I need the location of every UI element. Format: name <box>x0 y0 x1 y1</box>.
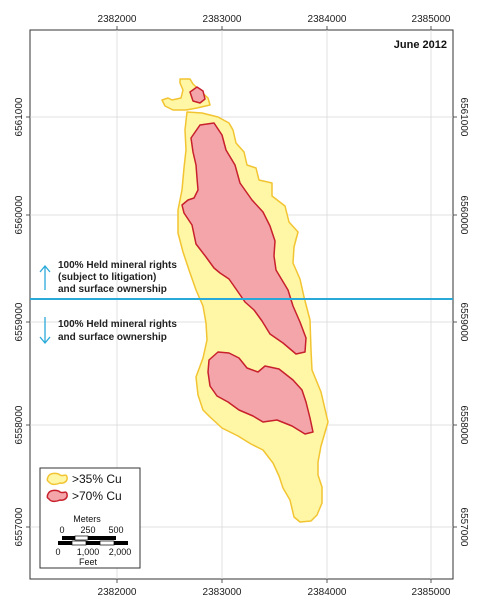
y-tick-label: 6559000 <box>14 302 25 341</box>
scale-meters-title: Meters <box>73 514 101 524</box>
zone-70-cu-south-body <box>207 351 314 435</box>
x-tick-label: 2385000 <box>412 587 451 598</box>
x-tick-labels-top: 2382000 2383000 2384000 2385000 <box>98 14 451 25</box>
y-tick-label: 6560000 <box>14 195 25 234</box>
legend-swatch-70-cu <box>46 489 68 503</box>
y-tick-label: 6558000 <box>458 406 469 445</box>
y-tick-label: 6558000 <box>14 405 25 444</box>
scale-feet-1000: 1,000 <box>77 547 100 557</box>
x-tick-label: 2383000 <box>203 14 242 25</box>
legend: >35% Cu >70% Cu Meters 0 250 500 0 1,000… <box>39 467 141 569</box>
scale-bar-segment <box>99 540 115 546</box>
x-tick-label: 2382000 <box>98 587 137 598</box>
scale-meters-250: 250 <box>80 525 95 535</box>
scale-meters-0: 0 <box>59 525 64 535</box>
scale-bar-segment <box>86 541 100 545</box>
x-tick-label: 2384000 <box>308 587 347 598</box>
x-tick-label: 2384000 <box>308 14 347 25</box>
x-tick-label: 2383000 <box>203 587 242 598</box>
x-tick-label: 2385000 <box>412 14 451 25</box>
arrow-down-icon <box>39 317 51 345</box>
y-tick-label: 6560000 <box>458 196 469 235</box>
scale-feet-0: 0 <box>55 547 60 557</box>
south-note-line-1: 100% Held mineral rights <box>58 319 177 330</box>
y-tick-label: 6557000 <box>458 508 469 547</box>
y-tick-label: 6561000 <box>458 98 469 137</box>
tick-marks <box>26 26 457 583</box>
x-tick-labels-bottom: 2382000 2383000 2384000 2385000 <box>98 587 451 598</box>
date-label: June 2012 <box>394 39 447 51</box>
scale-feet-title: Feet <box>79 557 98 567</box>
legend-label-35-cu: >35% Cu <box>72 472 122 486</box>
scale-bar-segment <box>74 535 89 541</box>
north-ownership-note: 100% Held mineral rights (subject to lit… <box>58 260 177 295</box>
scale-bar <box>58 535 128 546</box>
scale-bar-segment <box>114 541 128 545</box>
zone-70-cu-north-pod <box>189 86 206 104</box>
y-tick-label: 6559000 <box>458 303 469 342</box>
legend-label-70-cu: >70% Cu <box>72 489 122 503</box>
north-note-line-3: and surface ownership <box>58 284 167 295</box>
south-ownership-note: 100% Held mineral rights and surface own… <box>58 319 177 343</box>
scale-bar-segment <box>88 536 116 540</box>
y-tick-labels-right: 6561000 6560000 6559000 6558000 6557000 <box>458 98 469 547</box>
legend-swatch-35-cu <box>46 472 68 486</box>
north-note-line-2: (subject to litigation) <box>58 272 156 283</box>
north-note-line-1: 100% Held mineral rights <box>58 260 177 271</box>
y-tick-labels-left: 6561000 6560000 6559000 6558000 6557000 <box>14 97 25 546</box>
scale-feet-2000: 2,000 <box>109 547 132 557</box>
scale-meters-500: 500 <box>108 525 123 535</box>
x-tick-label: 2382000 <box>98 14 137 25</box>
y-tick-label: 6561000 <box>14 97 25 136</box>
arrow-up-icon <box>39 264 51 290</box>
scale-bar-segment <box>71 540 87 546</box>
y-tick-label: 6557000 <box>14 507 25 546</box>
south-note-line-2: and surface ownership <box>58 332 167 343</box>
zone-70-cu-main-body <box>181 122 307 355</box>
scale-bar-segment <box>62 536 75 540</box>
scale-bar-segment <box>58 541 72 545</box>
